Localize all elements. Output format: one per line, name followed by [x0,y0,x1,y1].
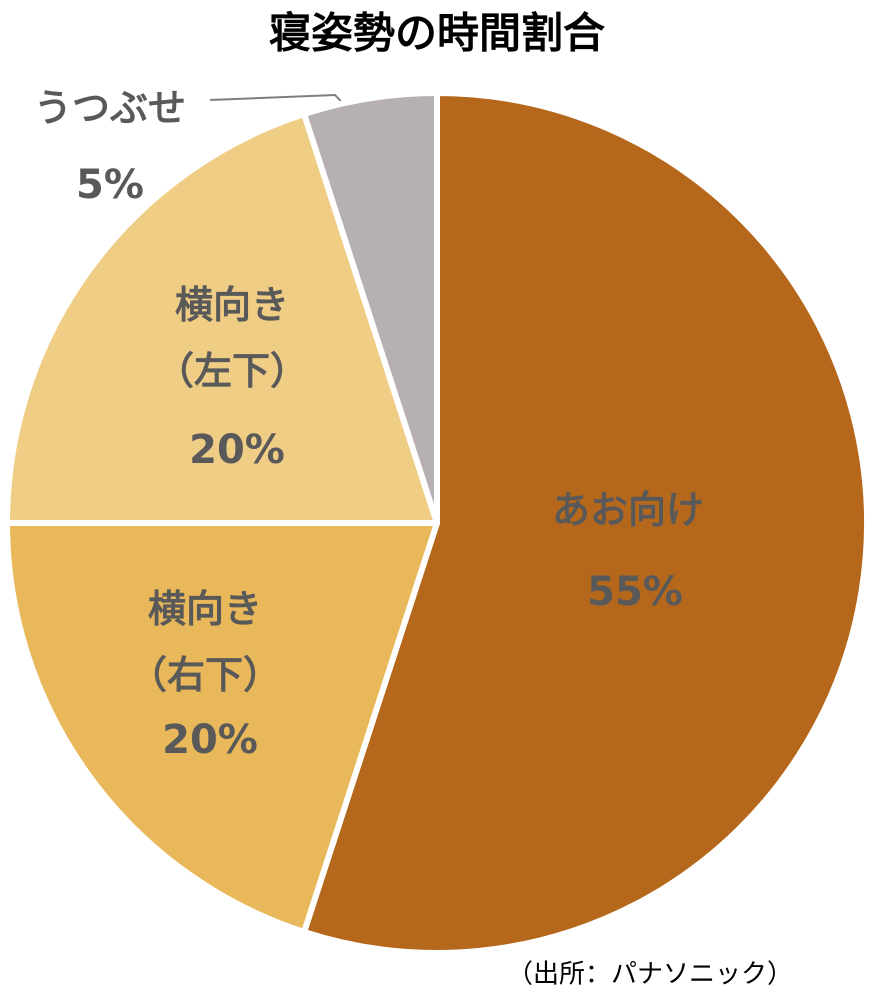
pie-slice [4,520,440,935]
value-label: 55% [587,569,683,615]
value-label: 5% [76,162,144,208]
pie-slice [4,111,440,526]
pie-slice [301,90,870,956]
slice-label: うつぶせ [33,86,187,130]
slice-label: 横向き （右下） [128,587,282,697]
value-label: 20% [162,717,258,763]
source-note: （出所：パナソニック） [506,959,794,990]
value-label: 20% [189,427,285,473]
chart-title: 寝姿勢の時間割合 [268,8,606,58]
slice-label: 横向き （左下） [155,283,309,393]
slice-label: あお向け [551,488,705,532]
pie-slice [301,90,440,526]
